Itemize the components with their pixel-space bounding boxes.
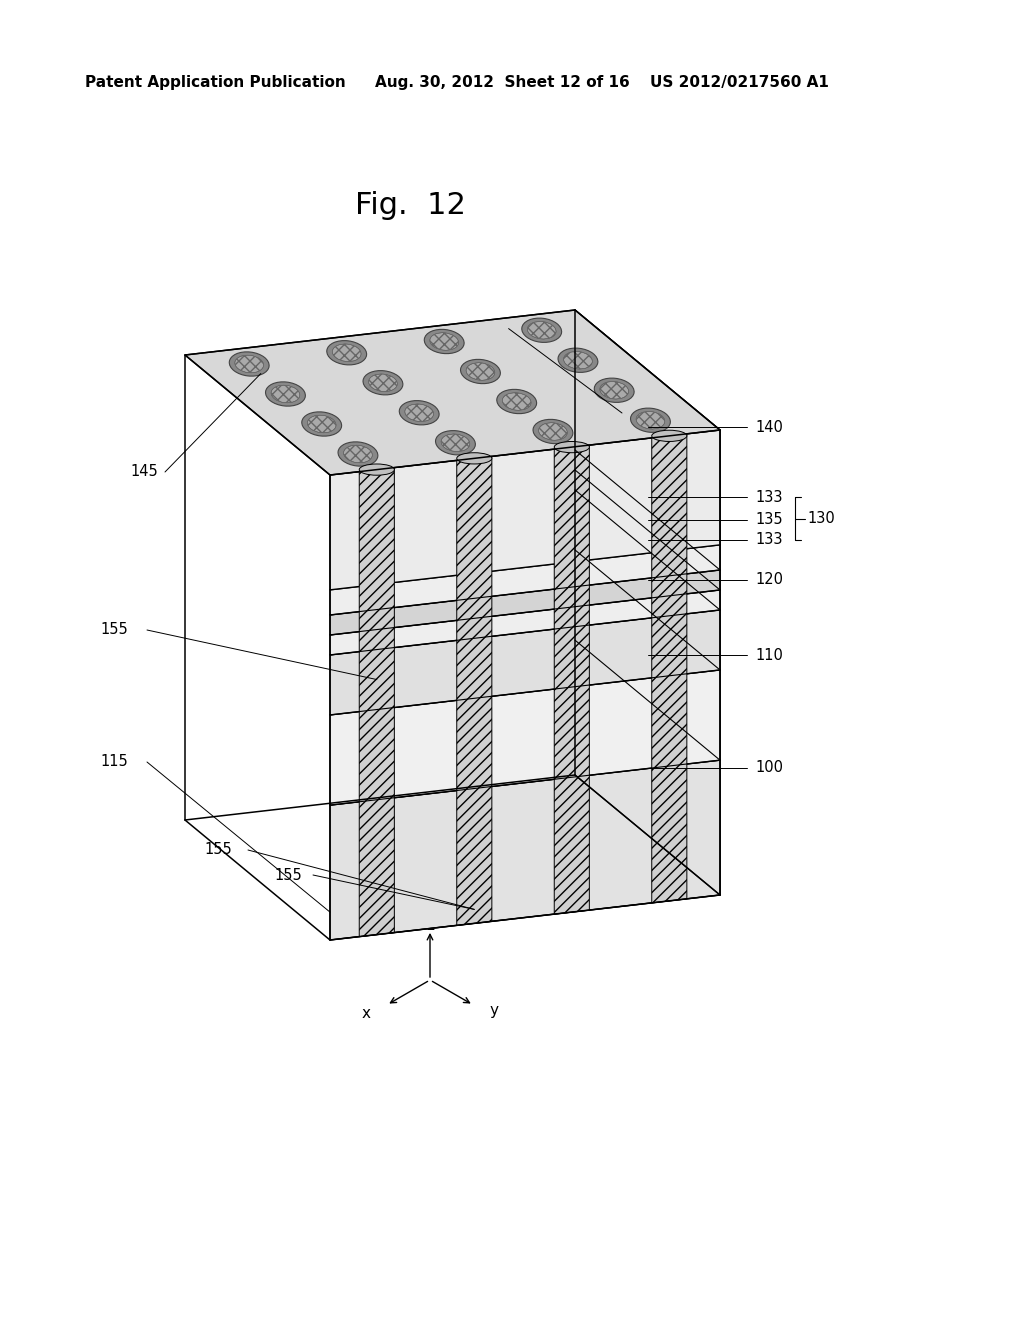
Polygon shape (575, 470, 720, 610)
Ellipse shape (466, 363, 495, 380)
Ellipse shape (503, 393, 531, 411)
Text: 155: 155 (204, 842, 231, 858)
Ellipse shape (302, 412, 342, 436)
Text: Fig.  12: Fig. 12 (354, 190, 466, 219)
Text: 140: 140 (755, 420, 783, 434)
Text: 133: 133 (755, 490, 782, 506)
Text: 135: 135 (755, 512, 782, 528)
Polygon shape (359, 467, 394, 937)
Ellipse shape (404, 404, 433, 421)
Text: z: z (426, 919, 434, 933)
Text: 155: 155 (100, 623, 128, 638)
Ellipse shape (558, 348, 598, 372)
Text: 145: 145 (626, 405, 653, 421)
Ellipse shape (522, 318, 561, 342)
Text: x: x (361, 1006, 371, 1020)
Text: 130: 130 (807, 511, 835, 527)
Text: Patent Application Publication: Patent Application Publication (85, 74, 346, 90)
Ellipse shape (563, 351, 592, 370)
Polygon shape (575, 425, 720, 570)
Ellipse shape (631, 408, 671, 433)
Ellipse shape (234, 355, 263, 372)
Ellipse shape (457, 453, 492, 463)
Ellipse shape (430, 333, 459, 350)
Polygon shape (575, 550, 720, 760)
Polygon shape (330, 610, 720, 715)
Text: 100: 100 (755, 760, 783, 775)
Ellipse shape (424, 330, 464, 354)
Polygon shape (330, 671, 720, 805)
Ellipse shape (600, 381, 629, 399)
Polygon shape (554, 445, 590, 915)
Ellipse shape (636, 412, 665, 429)
Ellipse shape (461, 359, 501, 384)
Ellipse shape (271, 385, 300, 403)
Ellipse shape (497, 389, 537, 413)
Ellipse shape (333, 345, 361, 362)
Ellipse shape (527, 322, 556, 339)
Ellipse shape (399, 400, 439, 425)
Ellipse shape (359, 465, 394, 475)
Text: 120: 120 (755, 573, 783, 587)
Polygon shape (575, 450, 720, 590)
Polygon shape (457, 457, 492, 925)
Polygon shape (575, 640, 720, 895)
Ellipse shape (338, 442, 378, 466)
Polygon shape (575, 490, 720, 671)
Polygon shape (330, 545, 720, 615)
Text: US 2012/0217560 A1: US 2012/0217560 A1 (650, 74, 828, 90)
Polygon shape (330, 760, 720, 940)
Text: 115: 115 (100, 755, 128, 770)
Ellipse shape (229, 352, 269, 376)
Text: 133: 133 (755, 532, 782, 548)
Text: 145: 145 (130, 465, 158, 479)
Ellipse shape (594, 378, 634, 403)
Ellipse shape (554, 441, 590, 453)
Polygon shape (651, 434, 687, 903)
Polygon shape (575, 310, 720, 545)
Ellipse shape (651, 430, 687, 441)
Ellipse shape (344, 445, 373, 463)
Ellipse shape (307, 416, 336, 433)
Ellipse shape (364, 371, 402, 395)
Ellipse shape (327, 341, 367, 364)
Ellipse shape (265, 381, 305, 407)
Text: y: y (489, 1003, 499, 1019)
Ellipse shape (435, 430, 475, 455)
Text: 155: 155 (274, 867, 302, 883)
Polygon shape (330, 570, 720, 635)
Polygon shape (330, 430, 720, 590)
Polygon shape (185, 310, 720, 475)
Ellipse shape (539, 422, 567, 441)
Text: Aug. 30, 2012  Sheet 12 of 16: Aug. 30, 2012 Sheet 12 of 16 (375, 74, 630, 90)
Ellipse shape (441, 434, 470, 451)
Text: 110: 110 (755, 648, 783, 663)
Ellipse shape (369, 374, 397, 392)
Ellipse shape (534, 420, 572, 444)
Polygon shape (330, 590, 720, 655)
